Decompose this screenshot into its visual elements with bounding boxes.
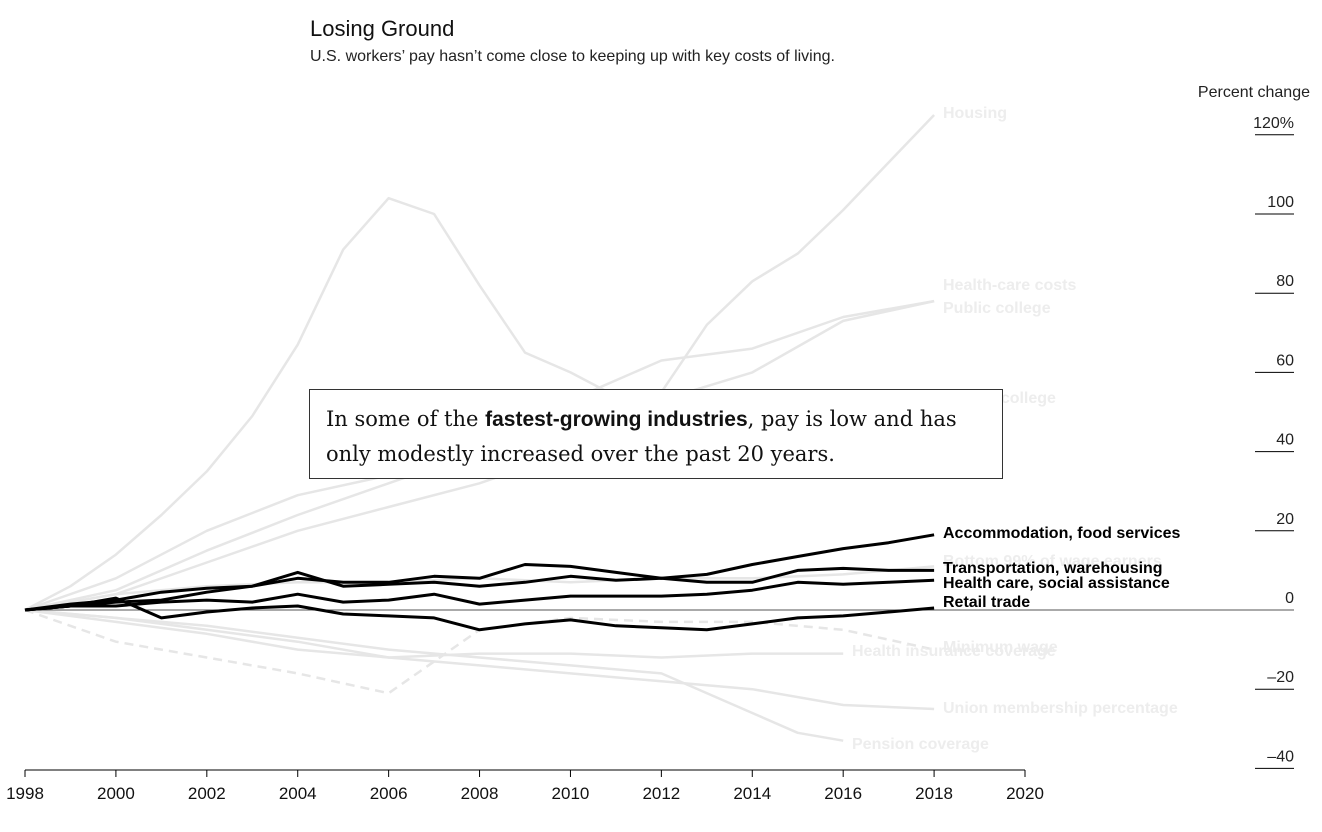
- x-tick-label: 1998: [6, 784, 44, 803]
- y-tick-label: 80: [1276, 273, 1294, 290]
- x-tick-label: 2018: [915, 784, 953, 803]
- x-tick-label: 2012: [642, 784, 680, 803]
- series-label-accommodation-food-services: Accommodation, food services: [943, 525, 1180, 542]
- y-tick-label: 0: [1285, 590, 1294, 607]
- series-housing: [24, 114, 936, 612]
- chart-title: Losing Ground: [310, 16, 455, 41]
- series-health-insurance-coverage: [24, 608, 844, 659]
- x-tick-label: 2006: [370, 784, 408, 803]
- chart-subtitle: U.S. workers’ pay hasn’t come close to k…: [310, 48, 835, 65]
- series-label-union-membership-percentage: Union membership percentage: [943, 700, 1178, 717]
- series-label-health-care-costs: Health-care costs: [943, 277, 1076, 294]
- callout-text-after: , pay is low and has only modestly incre…: [326, 407, 957, 466]
- series-pension-coverage: [24, 608, 844, 742]
- y-tick-label: 120%: [1253, 115, 1294, 132]
- series-label-public-college: Public college: [943, 300, 1051, 317]
- x-tick-label: 2010: [552, 784, 590, 803]
- y-tick-label: 100: [1267, 194, 1294, 211]
- x-tick-label: 2014: [733, 784, 771, 803]
- x-tick-label: 2004: [279, 784, 317, 803]
- x-tick-label: 2008: [461, 784, 499, 803]
- y-tick-label: –20: [1267, 669, 1294, 686]
- y-tick-label: 40: [1276, 432, 1294, 449]
- x-tick-label: 2000: [97, 784, 135, 803]
- y-tick-label: 60: [1276, 352, 1294, 369]
- series-label-bottom-99-of-wage-earners: Bottom 99% of wage earners: [943, 553, 1162, 570]
- series-label-housing: Housing: [943, 105, 1007, 122]
- callout-text-bold: fastest-growing industries: [485, 408, 748, 431]
- series-label-health-insurance-coverage: Health insurance coverage: [852, 643, 1056, 660]
- series-accommodation-food-services: [24, 533, 935, 612]
- series-retail-trade: [24, 596, 935, 632]
- x-tick-label: 2020: [1006, 784, 1044, 803]
- series-label-transportation-warehousing: Transportation, warehousing: [943, 560, 1163, 577]
- series-label-minimum-wage: Minimum wage: [943, 639, 1058, 656]
- y-tick-label: 20: [1276, 511, 1294, 528]
- series-health-care-social-assistance: [24, 578, 935, 612]
- series-union-membership-percentage: [24, 608, 935, 711]
- y-axis-label: Percent change: [1197, 84, 1310, 101]
- x-tick-label: 2002: [188, 784, 226, 803]
- x-tick-label: 2016: [824, 784, 862, 803]
- series-label-pension-coverage: Pension coverage: [852, 736, 989, 753]
- series-label-health-care-social-assistance: Health care, social assistance: [943, 575, 1170, 592]
- series-label-retail-trade: Retail trade: [943, 594, 1030, 611]
- callout-box: In some of the fastest-growing industrie…: [309, 389, 1003, 479]
- y-tick-label: –40: [1267, 748, 1294, 765]
- callout-text-before: In some of the: [326, 407, 486, 431]
- series-transportation-warehousing: [24, 566, 935, 612]
